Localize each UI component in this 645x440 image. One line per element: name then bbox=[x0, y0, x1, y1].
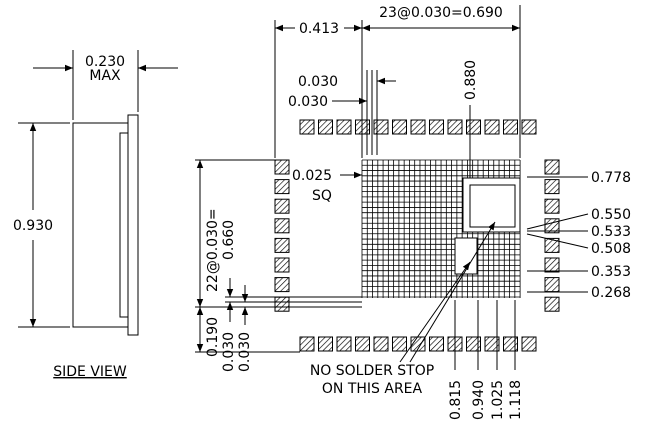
dim-label: 0.508 bbox=[591, 241, 631, 257]
dim-label: 0.030 bbox=[237, 332, 253, 372]
pad bbox=[484, 119, 500, 135]
pad bbox=[429, 336, 444, 352]
pad bbox=[299, 336, 315, 352]
pad bbox=[373, 336, 389, 352]
pad bbox=[373, 119, 389, 135]
top-view-dims: 0.413 23@0.030=0.690 0.030 0.030 0.880 0… bbox=[195, 5, 521, 397]
pad bbox=[392, 119, 407, 135]
inner-edge bbox=[119, 132, 129, 318]
rail bbox=[127, 114, 139, 336]
dim-label: 1.025 bbox=[490, 380, 506, 420]
dim-label: 0.533 bbox=[591, 224, 631, 240]
pad bbox=[274, 198, 290, 214]
dim-label: SQ bbox=[312, 188, 332, 204]
leader bbox=[409, 221, 496, 363]
pad bbox=[544, 277, 560, 293]
dim-label: 0.230 bbox=[85, 54, 125, 70]
view-label: SIDE VIEW bbox=[53, 364, 127, 380]
pad bbox=[544, 198, 560, 214]
dim-label: 0.190 bbox=[205, 317, 221, 357]
pad bbox=[274, 218, 290, 234]
pad bbox=[447, 119, 463, 135]
pad bbox=[466, 119, 481, 135]
dim-label: 0.660 bbox=[221, 220, 237, 260]
land-grid bbox=[361, 159, 521, 298]
pad bbox=[274, 257, 290, 273]
note: NO SOLDER STOP bbox=[310, 363, 434, 379]
pad bbox=[521, 336, 537, 352]
leader bbox=[526, 233, 589, 249]
dim-label: 0.930 bbox=[13, 218, 53, 234]
dim-label: 22@0.030= bbox=[205, 208, 221, 292]
no-solder-area bbox=[454, 237, 478, 275]
pad bbox=[544, 179, 560, 195]
pad bbox=[274, 159, 290, 175]
pad bbox=[392, 336, 407, 352]
pad bbox=[274, 277, 290, 293]
pad bbox=[544, 296, 560, 312]
dim-label: 0.880 bbox=[463, 60, 479, 100]
pad bbox=[521, 119, 537, 135]
pad bbox=[429, 119, 444, 135]
dim-label: 0.025 bbox=[292, 168, 332, 184]
pad bbox=[318, 119, 333, 135]
side-view: 0.230 MAX 0.930 SIDE VIEW bbox=[13, 50, 178, 380]
pad bbox=[503, 119, 518, 135]
dim-label: 23@0.030=0.690 bbox=[379, 5, 503, 21]
dim-label: 0.030 bbox=[298, 74, 338, 90]
dim-label: 0.268 bbox=[591, 285, 631, 301]
pad bbox=[503, 336, 518, 352]
pad bbox=[299, 119, 315, 135]
pad bbox=[410, 119, 426, 135]
bottom-dims: 0.815 0.940 1.025 1.118 bbox=[448, 300, 524, 420]
dim-label: 0.940 bbox=[471, 380, 487, 420]
pads bbox=[274, 119, 560, 352]
no-solder-inner bbox=[469, 184, 516, 228]
pad bbox=[274, 296, 290, 312]
dim-label: 0.550 bbox=[591, 207, 631, 223]
dim-label: 0.353 bbox=[591, 264, 631, 280]
pad bbox=[274, 237, 290, 253]
dim-label: 0.815 bbox=[448, 380, 464, 420]
dim-label: 0.413 bbox=[299, 21, 339, 37]
dim-label: 0.030 bbox=[221, 332, 237, 372]
pad bbox=[355, 336, 370, 352]
pad bbox=[544, 257, 560, 273]
dim-label: 0.778 bbox=[591, 170, 631, 186]
pad bbox=[544, 237, 560, 253]
pad bbox=[336, 119, 352, 135]
dim-label: 1.118 bbox=[508, 380, 524, 420]
pad bbox=[318, 336, 333, 352]
pad bbox=[336, 336, 352, 352]
leader bbox=[399, 261, 471, 363]
note: ON THIS AREA bbox=[322, 381, 423, 397]
dim-label: MAX bbox=[89, 68, 121, 84]
pad bbox=[274, 179, 290, 195]
pad bbox=[544, 159, 560, 175]
dim-label: 0.030 bbox=[288, 94, 328, 110]
pad bbox=[484, 336, 500, 352]
leader bbox=[526, 213, 589, 230]
pad bbox=[466, 336, 481, 352]
